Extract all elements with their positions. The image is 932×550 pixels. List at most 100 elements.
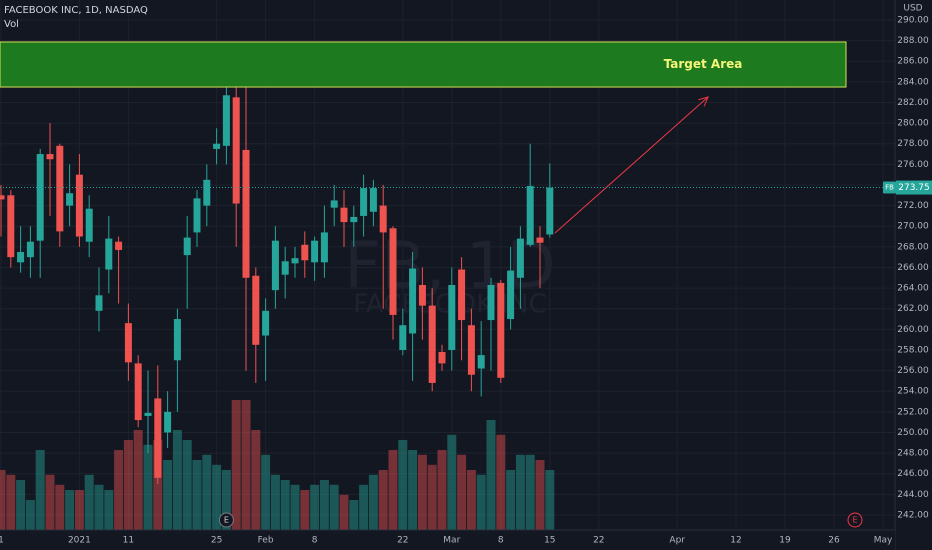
volume-bar	[290, 484, 300, 530]
candles	[0, 55, 554, 485]
candle-body	[164, 411, 172, 433]
x-tick-label: 11	[123, 536, 134, 546]
candle-body	[222, 95, 230, 146]
candle-body	[477, 355, 485, 369]
volume-bar	[6, 474, 16, 530]
volume-bar	[16, 480, 26, 530]
candle-body	[124, 323, 132, 363]
x-tick-label: 22	[593, 536, 604, 546]
candle-body	[213, 143, 221, 149]
volume-bar	[515, 454, 525, 530]
candle-body	[17, 252, 25, 263]
volume-bar	[212, 464, 222, 530]
volume-bar	[172, 430, 182, 530]
candle-body	[507, 270, 515, 320]
x-tick-label: Mar	[443, 536, 460, 546]
volume-bar	[74, 490, 84, 530]
candle-body	[56, 145, 64, 232]
candle-body	[330, 200, 338, 208]
candle-body	[340, 207, 348, 223]
x-tick-label: 1	[0, 536, 4, 546]
volume-bar	[104, 490, 114, 530]
candle-body	[418, 285, 426, 306]
volume-bar	[535, 460, 545, 530]
candle-body	[438, 352, 446, 364]
volume-bar	[486, 420, 496, 530]
candle-body	[173, 319, 181, 361]
candle-body	[7, 195, 15, 258]
y-tick-label: 262.00	[897, 304, 929, 314]
volume-bar	[339, 494, 349, 530]
candle-body	[85, 208, 93, 242]
volume-bar	[231, 400, 241, 530]
volume-bar	[25, 500, 35, 530]
time-axis	[0, 530, 895, 550]
x-tick-label: 25	[211, 536, 222, 546]
chart-title: FACEBOOK INC, 1D, NASDAQ	[4, 5, 148, 16]
price-axis	[895, 0, 932, 550]
last-price-tag	[896, 180, 932, 195]
candle-body	[115, 241, 123, 250]
candle-body	[409, 268, 417, 334]
volume-bar	[163, 460, 173, 530]
candle-body	[448, 285, 456, 350]
x-tick-label: May	[874, 536, 893, 546]
y-tick-label: 280.00	[897, 119, 929, 129]
symbol-label: FB	[885, 184, 894, 192]
candle-body	[46, 154, 54, 160]
y-tick-label: 258.00	[897, 345, 929, 355]
y-tick-label: 248.00	[897, 449, 929, 459]
candle-body	[428, 305, 436, 383]
y-tick-label: 250.00	[897, 428, 929, 438]
candle-body	[379, 205, 387, 233]
volume-bar	[417, 454, 427, 530]
candle-body	[75, 174, 83, 237]
x-tick-label: Feb	[258, 536, 274, 546]
arrow-head	[698, 96, 709, 107]
y-tick-label: 288.00	[897, 36, 929, 46]
last-price-label: 273.75	[898, 183, 930, 193]
volume-bar	[466, 470, 476, 530]
volume-bar	[143, 444, 153, 530]
volume-bar	[525, 454, 535, 530]
y-tick-label: 266.00	[897, 263, 929, 273]
candle-body	[536, 237, 544, 243]
currency: USD	[903, 4, 922, 14]
volume-bar	[202, 454, 212, 530]
volume-bar	[270, 474, 280, 530]
candle-body	[154, 398, 162, 478]
y-tick-label: 268.00	[897, 242, 929, 252]
volume-bar	[241, 400, 251, 530]
volume-bar	[408, 450, 418, 530]
y-tick-label: 246.00	[897, 469, 929, 479]
volume-bar	[84, 474, 94, 530]
volume-bar	[192, 460, 202, 530]
candle-body	[467, 325, 475, 375]
event-label: E	[852, 516, 857, 525]
candle-body	[497, 282, 505, 378]
candle-body	[458, 269, 466, 321]
volume-bar	[329, 484, 339, 530]
x-tick-label: 2021	[68, 536, 91, 546]
candle-body	[262, 310, 270, 336]
volume-bar	[55, 484, 65, 530]
volume-bar	[368, 474, 378, 530]
candle-body	[242, 149, 250, 278]
arrow-line	[554, 96, 709, 234]
y-tick-label: 254.00	[897, 387, 929, 397]
volume-bar	[65, 490, 75, 530]
volume-bar	[221, 470, 231, 530]
volume-bar	[251, 430, 261, 530]
event-marker	[218, 512, 234, 528]
y-tick-label: 272.00	[897, 201, 929, 211]
volume-bar	[457, 454, 467, 530]
candle-body	[183, 237, 191, 256]
x-tick-label: 26	[828, 536, 840, 546]
candle-body	[516, 238, 524, 278]
candle-body	[95, 295, 103, 311]
volume-bar	[153, 440, 163, 530]
y-tick-label: 264.00	[897, 284, 929, 294]
candle-body	[291, 258, 299, 264]
x-tick-label: 22	[397, 536, 408, 546]
volume-bar	[261, 454, 271, 530]
